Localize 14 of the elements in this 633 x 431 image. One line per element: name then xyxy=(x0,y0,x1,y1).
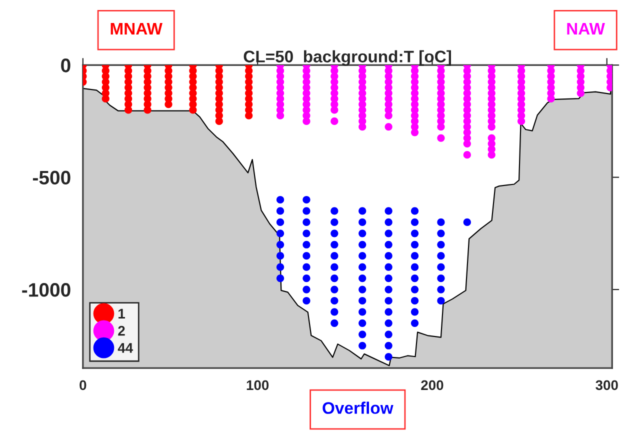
legend-label: 2 xyxy=(118,326,125,336)
text: MNAW xyxy=(110,23,162,34)
x-tick-label: 200 xyxy=(421,380,444,390)
x-tick-label: 100 xyxy=(246,380,269,390)
text: Overflow xyxy=(322,402,394,414)
legend-label: 44 xyxy=(118,343,134,353)
y-tick-label: 0 xyxy=(61,58,70,72)
text: NAW xyxy=(567,23,605,34)
x-tick-label: 0 xyxy=(80,380,86,390)
x-tick-label: 300 xyxy=(596,380,618,390)
chart-title: CL=50 background:T [oC] xyxy=(244,50,451,66)
y-tick-label: -1000 xyxy=(22,282,70,297)
y-tick-label: -500 xyxy=(32,170,70,185)
legend-label: 1 xyxy=(118,308,125,318)
